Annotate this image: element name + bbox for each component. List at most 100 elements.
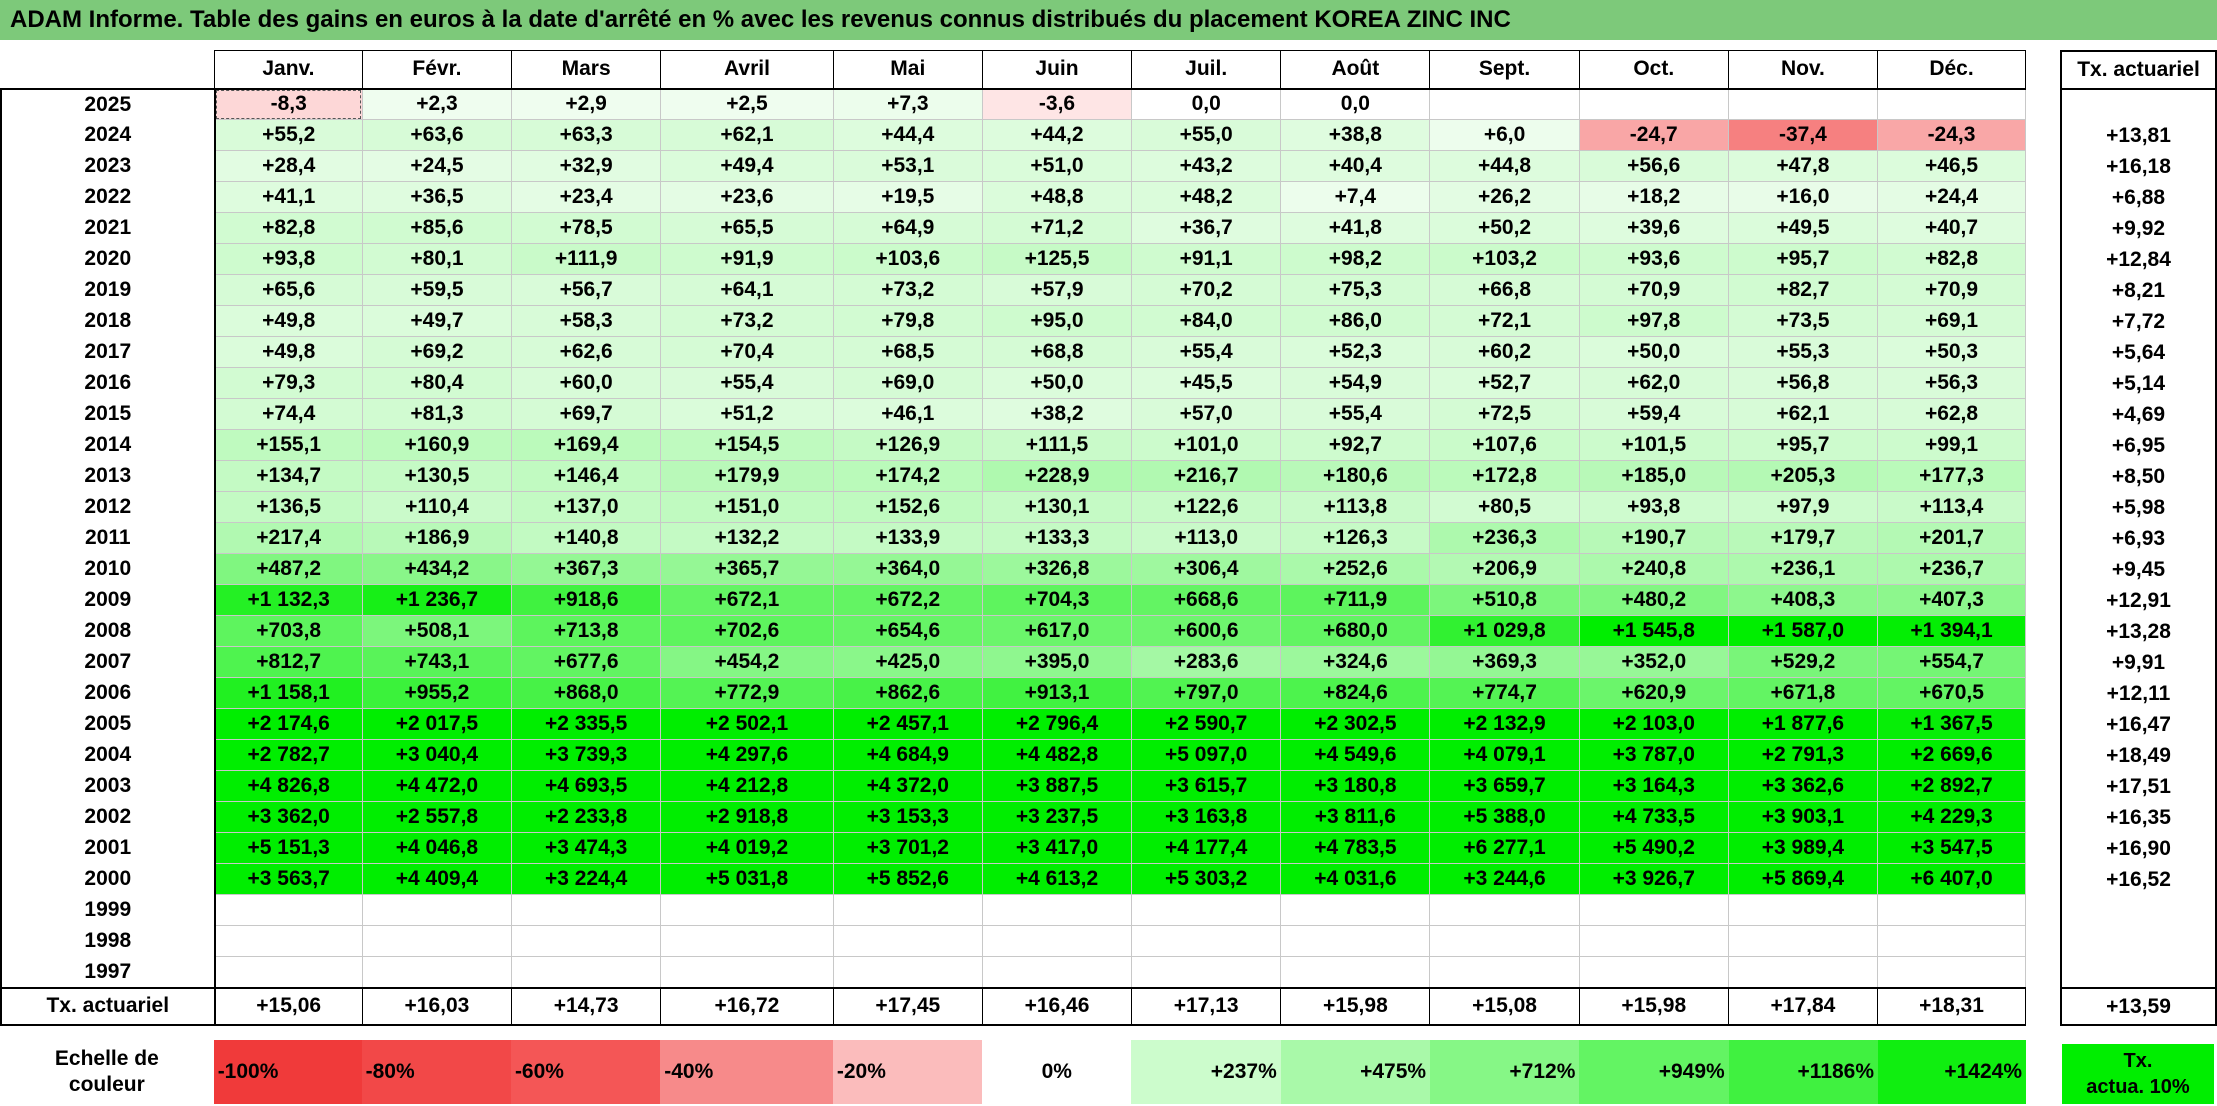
gain-cell: +53,1 — [832, 150, 983, 182]
gain-cell: +146,4 — [511, 460, 662, 492]
color-scale-step: -20% — [832, 1040, 983, 1104]
gain-cell: +703,8 — [214, 615, 363, 647]
gain-cell: +4 297,6 — [660, 739, 834, 771]
gain-cell: +352,0 — [1578, 646, 1729, 678]
actuarial-rate-column: Tx. actuariel +13,81 +16,18 +6,88 +9,92 +12,… — [2060, 50, 2217, 1026]
gain-cell: +60,0 — [511, 367, 662, 399]
gain-cell: +155,1 — [214, 429, 363, 461]
gain-cell: +2 017,5 — [361, 708, 513, 740]
gain-cell: -8,3 — [214, 87, 363, 120]
gain-cell: +103,6 — [832, 243, 983, 275]
color-scale-label-line2: couleur — [68, 1073, 145, 1096]
gain-cell: +672,1 — [660, 584, 834, 616]
gain-cell: +480,2 — [1578, 584, 1729, 616]
gain-cell: +28,4 — [214, 150, 363, 182]
gain-cell: +130,1 — [981, 491, 1133, 523]
gain-cell: +3 787,0 — [1578, 739, 1729, 771]
gain-cell: +4 482,8 — [981, 739, 1133, 771]
actuarial-rate-cell: +8,50 — [2060, 461, 2217, 492]
gain-cell: +55,0 — [1131, 119, 1282, 151]
gain-cell: +3 547,5 — [1877, 832, 2026, 864]
gain-cell: +190,7 — [1578, 522, 1729, 554]
gain-cell: +913,1 — [981, 677, 1133, 709]
footer-rate-cell: +18,31 — [1877, 986, 2026, 1026]
gain-cell: +680,0 — [1280, 615, 1431, 647]
actuarial-rate-cell: +16,47 — [2060, 709, 2217, 740]
gain-cell — [1727, 956, 1879, 988]
gain-cell: +44,4 — [832, 119, 983, 151]
gain-cell: +69,2 — [361, 336, 513, 368]
gain-cell: +3 659,7 — [1429, 770, 1580, 802]
gain-cell — [361, 925, 513, 957]
gain-cell: +82,8 — [1877, 243, 2026, 275]
gain-cell: +326,8 — [981, 553, 1133, 585]
year-label: 1997 — [0, 956, 216, 988]
month-header: Mai — [832, 50, 983, 90]
gain-cell: +529,2 — [1727, 646, 1879, 678]
year-label: 2013 — [0, 460, 216, 492]
gain-cell — [1727, 894, 1879, 926]
gain-cell: +1 132,3 — [214, 584, 363, 616]
year-label: 2006 — [0, 677, 216, 709]
gain-cell — [1131, 894, 1282, 926]
gain-cell: +4 472,0 — [361, 770, 513, 802]
gain-cell — [214, 894, 363, 926]
gain-cell: +81,3 — [361, 398, 513, 430]
gain-cell: +3 739,3 — [511, 739, 662, 771]
gain-cell: +4 693,5 — [511, 770, 662, 802]
gain-cell: +46,5 — [1877, 150, 2026, 182]
gain-cell: +4 229,3 — [1877, 801, 2026, 833]
gain-cell — [511, 956, 662, 988]
gain-cell: +2 233,8 — [511, 801, 662, 833]
gain-cell: +69,0 — [832, 367, 983, 399]
gain-cell: +177,3 — [1877, 460, 2026, 492]
gain-cell: +107,6 — [1429, 429, 1580, 461]
gain-cell: +2 791,3 — [1727, 739, 1879, 771]
gain-cell — [660, 956, 834, 988]
actuarial-scale-line1: Tx. — [2123, 1050, 2153, 1072]
year-label: 2002 — [0, 801, 216, 833]
gain-cell: +44,8 — [1429, 150, 1580, 182]
page-title: ADAM Informe. Table des gains en euros à… — [0, 0, 2217, 40]
gain-cell: +91,9 — [660, 243, 834, 275]
gain-cell: +82,8 — [214, 212, 363, 244]
month-header: Avril — [660, 50, 834, 90]
gain-cell: +62,1 — [660, 119, 834, 151]
actuarial-rate-cell: +13,81 — [2060, 120, 2217, 151]
gain-cell: +324,6 — [1280, 646, 1431, 678]
gain-cell: +2 103,0 — [1578, 708, 1729, 740]
gain-cell: +4 783,5 — [1280, 832, 1431, 864]
gain-cell: +5 869,4 — [1727, 863, 1879, 895]
gain-cell: +4 212,8 — [660, 770, 834, 802]
gain-cell: +110,4 — [361, 491, 513, 523]
gain-cell: +772,9 — [660, 677, 834, 709]
gain-cell: +36,7 — [1131, 212, 1282, 244]
gain-cell: +487,2 — [214, 553, 363, 585]
table-row: 2017 +49,8 +69,2 +62,6 +70,4 +68,5 +68,8 +55,4 +… — [0, 336, 2026, 368]
gain-cell: +86,0 — [1280, 305, 1431, 337]
gain-cell: +3 164,3 — [1578, 770, 1729, 802]
actuarial-rate-cell: +7,72 — [2060, 306, 2217, 337]
gain-cell: +5 852,6 — [832, 863, 983, 895]
gain-cell: +57,9 — [981, 274, 1133, 306]
gain-cell: +7,4 — [1280, 181, 1431, 213]
gain-cell: +134,7 — [214, 460, 363, 492]
gain-cell — [1429, 87, 1580, 120]
gain-cell: +713,8 — [511, 615, 662, 647]
table-row: 2000 +3 563,7 +4 409,4 +3 224,4 +5 031,8 +5 8… — [0, 863, 2026, 895]
footer-rate-cell: +17,13 — [1131, 986, 1282, 1026]
year-label: 2007 — [0, 646, 216, 678]
month-header: Mars — [511, 50, 662, 90]
gain-cell: +133,3 — [981, 522, 1133, 554]
table-row: 2003 +4 826,8 +4 472,0 +4 693,5 +4 212,8 +4 3… — [0, 770, 2026, 802]
gain-cell: +554,7 — [1877, 646, 2026, 678]
gain-cell — [1578, 87, 1729, 120]
gain-cell: +2,9 — [511, 87, 662, 120]
gain-cell: +3 362,6 — [1727, 770, 1879, 802]
gain-cell: +32,9 — [511, 150, 662, 182]
gain-cell: +60,2 — [1429, 336, 1580, 368]
gain-cell: +364,0 — [832, 553, 983, 585]
gain-cell — [1727, 87, 1879, 120]
gain-cell — [1578, 894, 1729, 926]
gain-cell: +44,2 — [981, 119, 1133, 151]
